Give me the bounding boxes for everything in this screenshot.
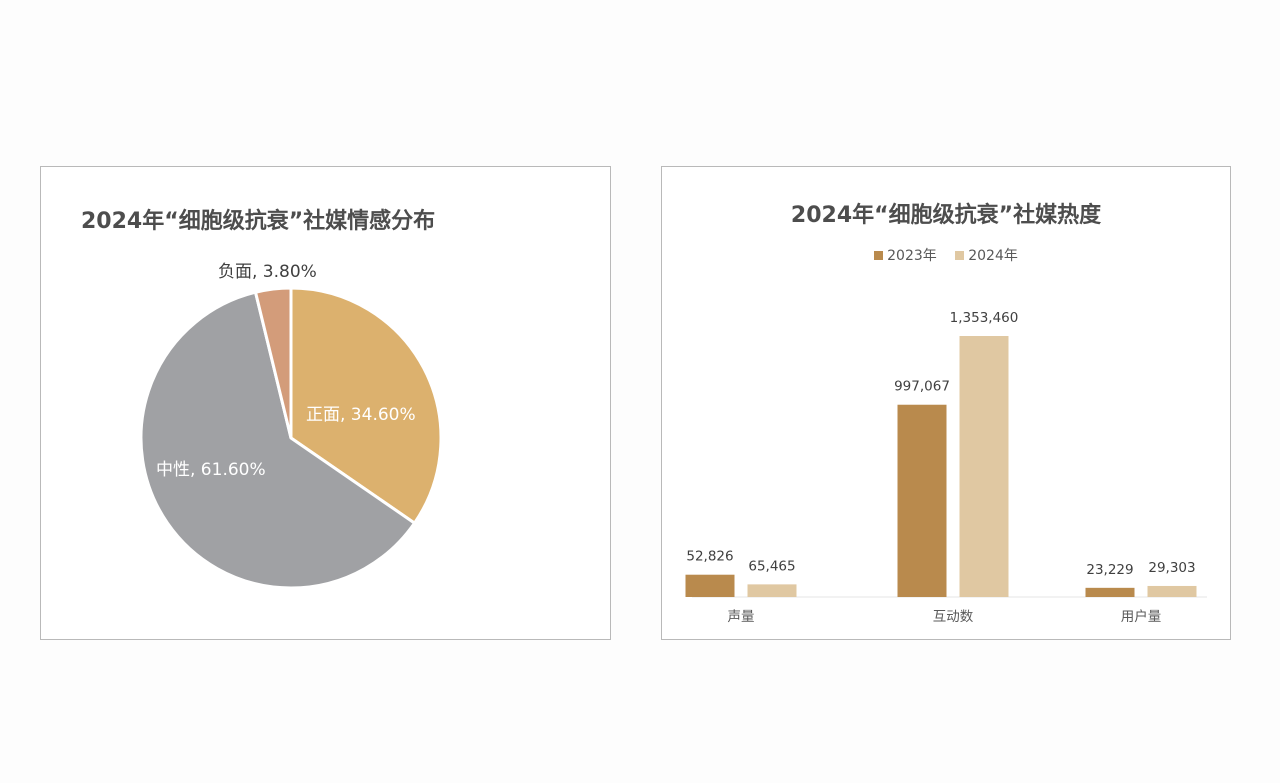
category-label: 声量: [728, 609, 755, 625]
heat-bar-panel: 2024年“细胞级抗衰”社媒热度 2023年 2024年 52,826 65,46…: [661, 166, 1231, 640]
bar-0-0: [685, 574, 735, 597]
bar-2-0: [1085, 587, 1135, 597]
legend-swatch-2023: [874, 250, 884, 260]
bar-value-label: 23,229: [1086, 562, 1133, 578]
pie-chart-title: 2024年“细胞级抗衰”社媒情感分布: [81, 209, 436, 234]
bar-0-1: [747, 584, 797, 597]
pie-label-neutral: 中性, 61.60%: [156, 460, 266, 480]
bar-1-1: [959, 336, 1009, 597]
bar-value-label: 997,067: [894, 379, 950, 395]
category-label: 用户量: [1121, 608, 1162, 625]
pie-label-positive: 正面, 34.60%: [306, 405, 416, 425]
bar-1-0: [897, 404, 947, 597]
pie-slice-negative: [253, 286, 293, 439]
bar-value-label: 29,303: [1148, 560, 1195, 576]
legend-label-2024: 2024年: [968, 248, 1018, 264]
pie-slice-neutral: [139, 290, 417, 590]
category-label: 互动数: [933, 609, 974, 625]
bar-chart: 52,826 65,465 声量 997,067 1,353,460 互动数 23,229 2…: [685, 310, 1207, 625]
legend-item-2024: 2024年: [955, 245, 1018, 265]
bar-value-label: 52,826: [686, 549, 733, 565]
pie-chart: 正面, 34.60% 中性, 61.60% 负面, 3.80%: [139, 262, 443, 590]
bar-value-label: 65,465: [748, 558, 795, 574]
pie-label-negative: 负面, 3.80%: [218, 262, 317, 282]
sentiment-pie-panel: 2024年“细胞级抗衰”社媒情感分布 正面, 34.60% 中性, 61.60% 负…: [40, 166, 611, 640]
bar-2-1: [1147, 585, 1197, 597]
bar-chart-title: 2024年“细胞级抗衰”社媒热度: [790, 203, 1102, 228]
legend-swatch-2024: [955, 250, 965, 260]
legend-item-2023: 2023年: [874, 245, 937, 265]
bar-value-label: 1,353,460: [950, 310, 1019, 326]
bar-legend: 2023年 2024年: [662, 245, 1230, 265]
pie-slice-positive: [289, 286, 443, 526]
legend-label-2023: 2023年: [887, 248, 937, 264]
